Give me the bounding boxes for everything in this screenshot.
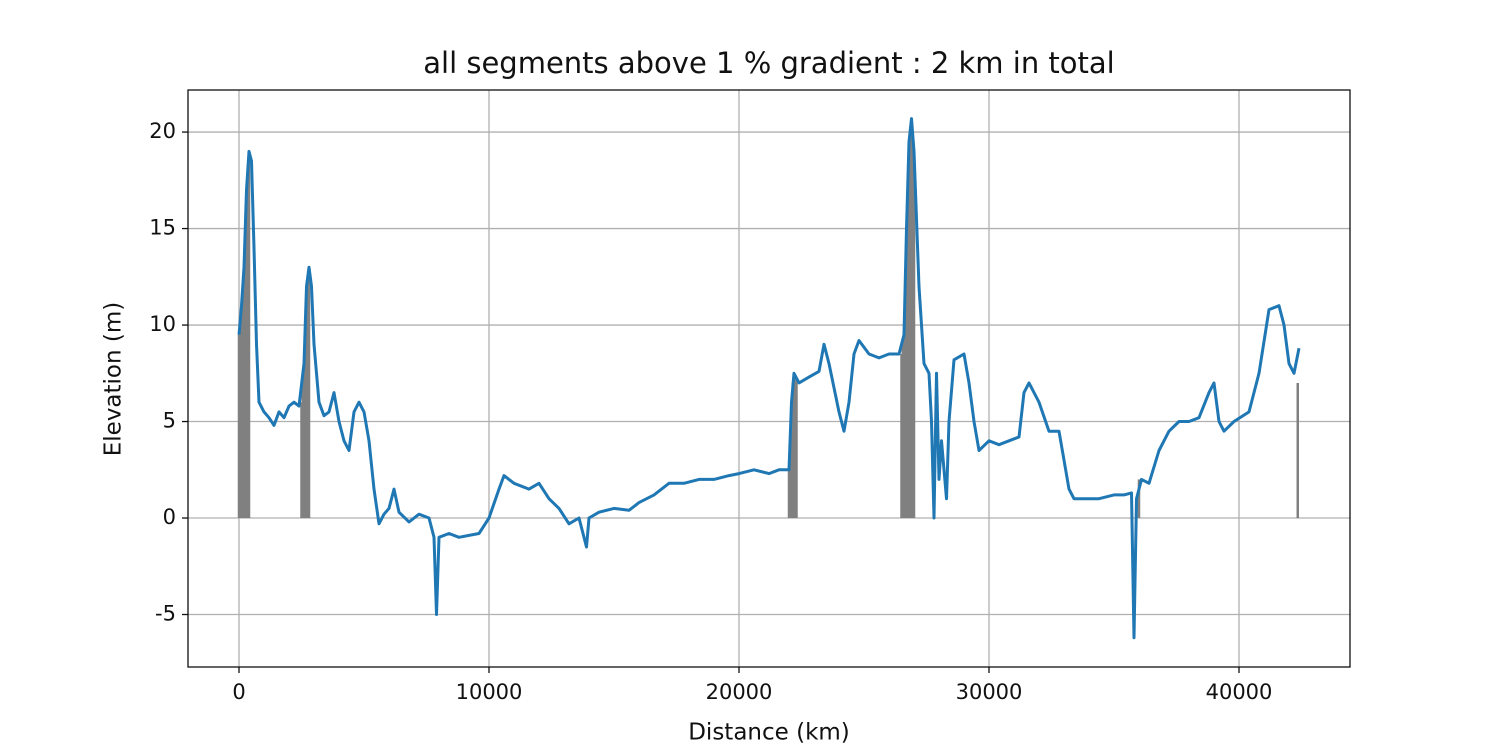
y-tick-label: 5: [163, 409, 176, 433]
y-tick-label: 20: [149, 119, 176, 143]
chart-title: all segments above 1 % gradient : 2 km i…: [423, 46, 1114, 80]
plot-area: [188, 90, 1350, 667]
x-tick-label: 10000: [456, 680, 523, 704]
elevation-line: [237, 117, 1301, 640]
x-tick-label: 30000: [956, 680, 1023, 704]
x-tick-label: 40000: [1206, 680, 1273, 704]
x-tick-label: 20000: [706, 680, 773, 704]
plot-frame: [187, 89, 1351, 668]
x-tick-label: 0: [232, 680, 245, 704]
y-tick-label: 0: [163, 505, 176, 529]
x-axis-label: Distance (km): [688, 720, 850, 746]
y-tick-label: 15: [149, 216, 176, 240]
y-tick-label: 10: [149, 312, 176, 336]
y-axis-label: Elevation (m): [101, 302, 127, 457]
y-tick-label: -5: [155, 602, 176, 626]
